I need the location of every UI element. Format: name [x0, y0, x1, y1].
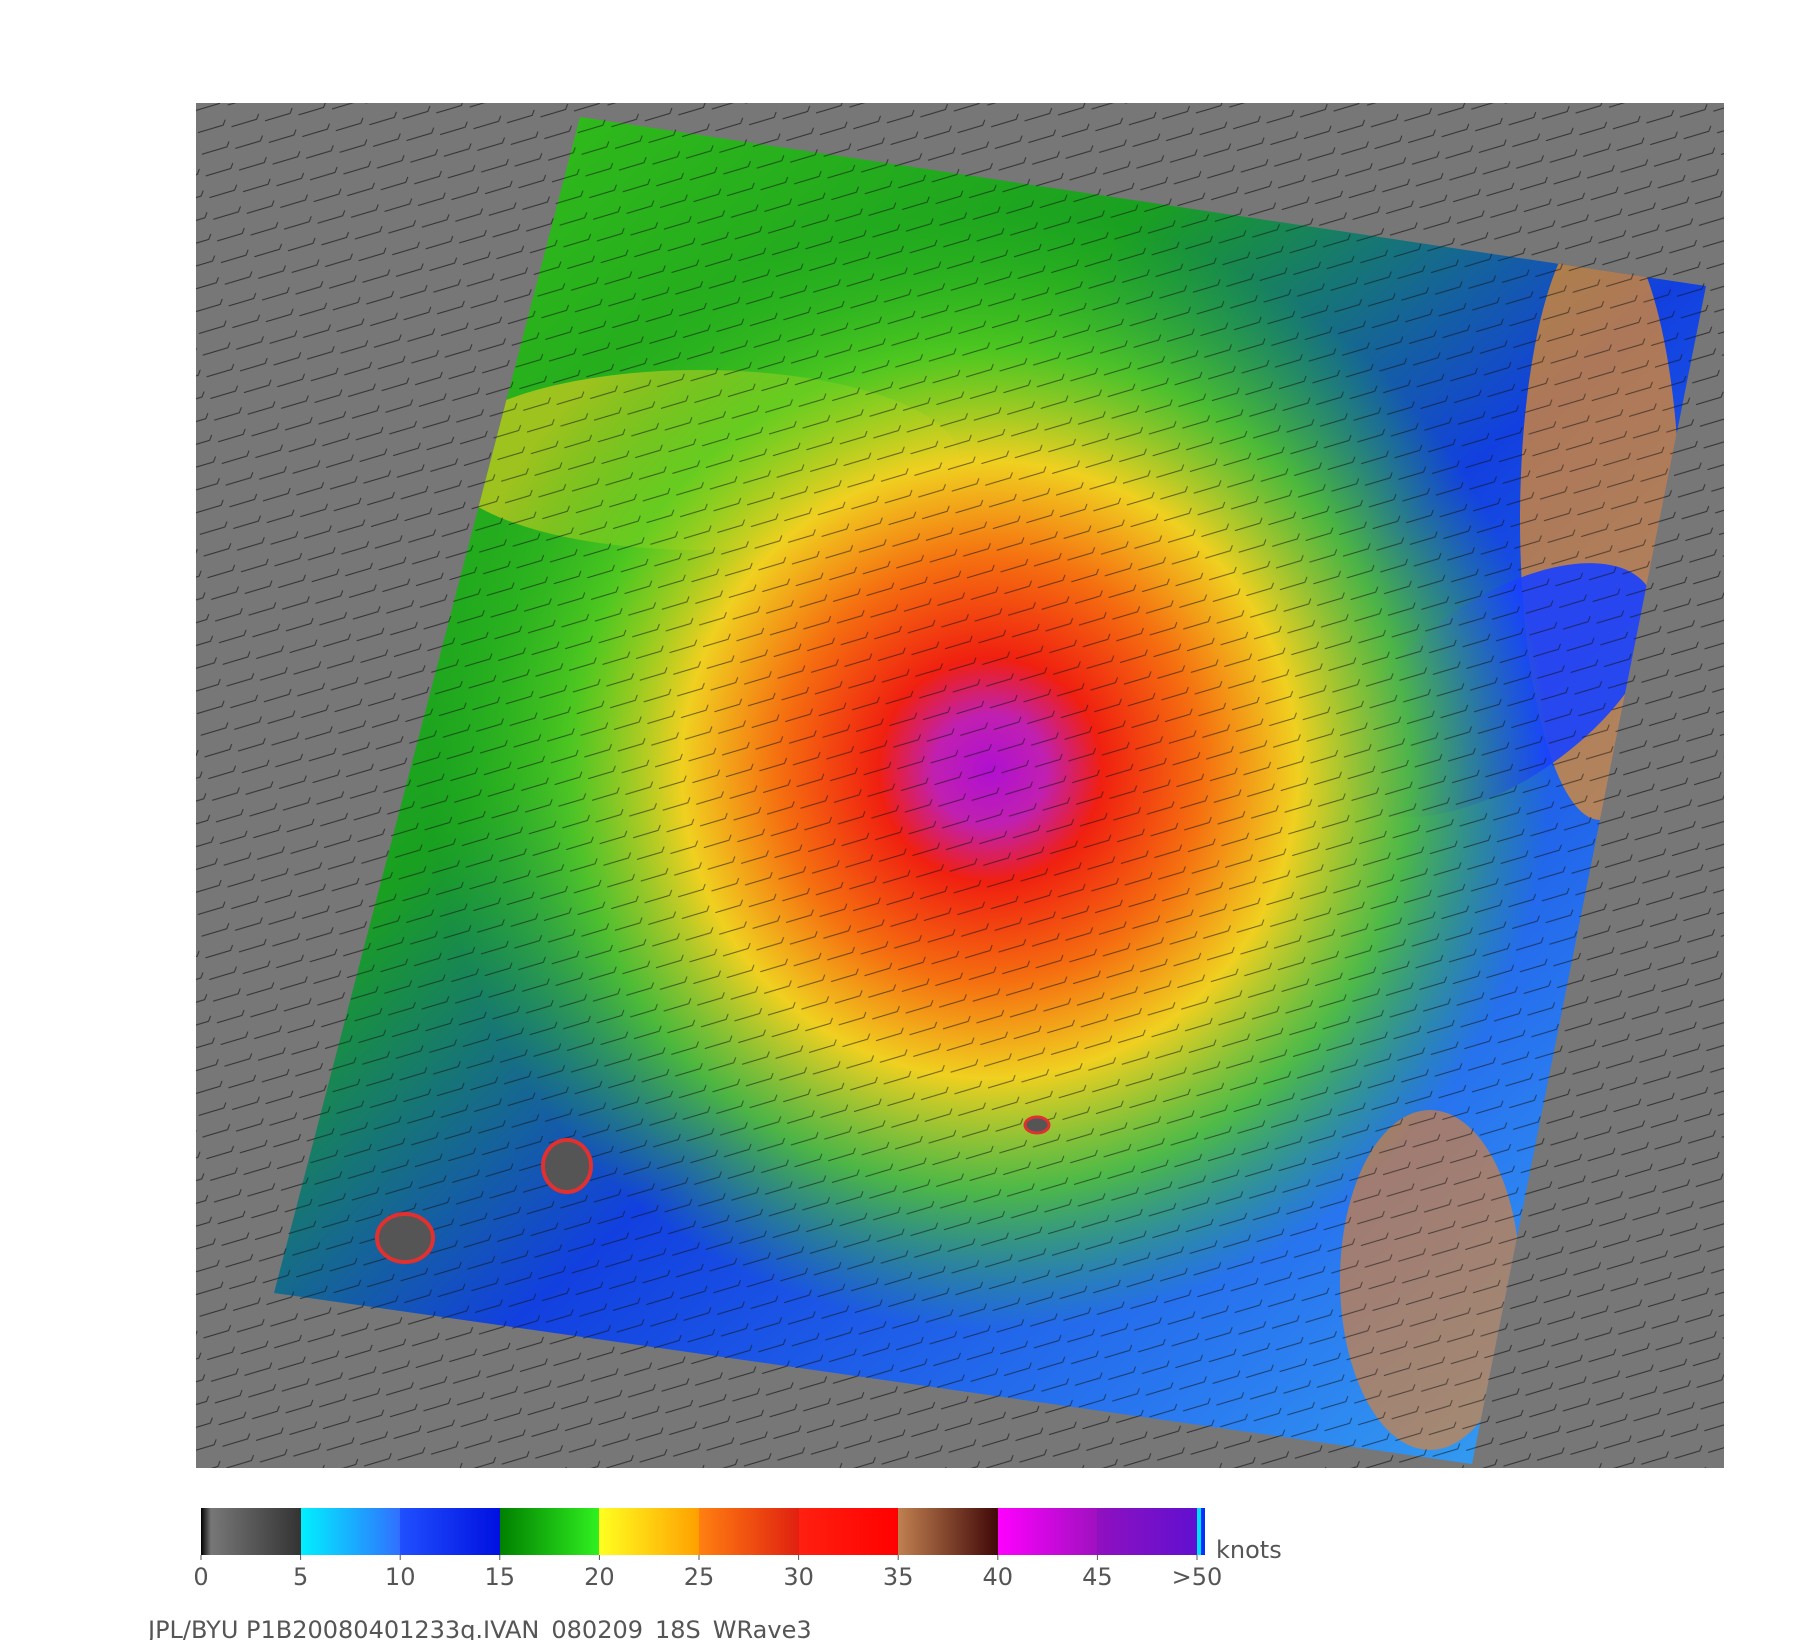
tick-label: >50 [1172, 1563, 1223, 1591]
tick-label: 5 [293, 1563, 308, 1591]
tick-label: 0 [193, 1563, 208, 1591]
wind-map [196, 103, 1724, 1468]
tick-label: 15 [485, 1563, 516, 1591]
colorbar-unit: knots [1216, 1536, 1282, 1564]
colorbar: knots [201, 1508, 1282, 1564]
tick-label: 20 [584, 1563, 615, 1591]
tick-label: 30 [783, 1563, 814, 1591]
tick-label: 35 [883, 1563, 914, 1591]
tick-label: 40 [983, 1563, 1014, 1591]
tick-label: 25 [684, 1563, 715, 1591]
caption: JPL/BYU P1B20080401233q.IVAN_080209_18S_… [146, 1616, 812, 1640]
tick-label: 10 [385, 1563, 416, 1591]
tick-label: 45 [1082, 1563, 1113, 1591]
